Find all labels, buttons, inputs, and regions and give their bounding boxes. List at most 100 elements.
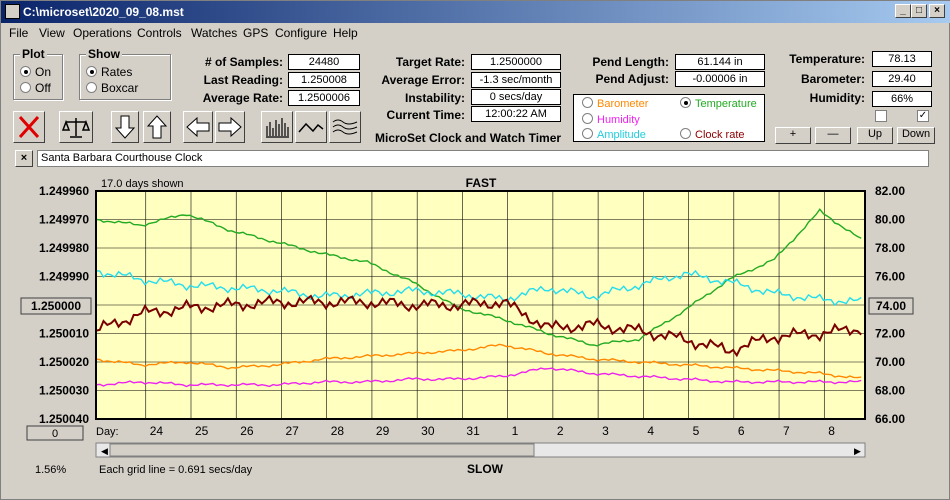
show-boxcar-radio[interactable]: Boxcar [86,81,138,95]
left-tick-label: 1.250020 [39,355,89,369]
radio-dot-icon [582,97,593,108]
plot-group-title: Plot [20,47,47,61]
left-tick-label: 1.249990 [39,270,89,284]
checkbox-right[interactable]: ✓ [917,110,929,122]
minimize-button[interactable]: _ [895,4,911,18]
slow-label: SLOW [467,462,504,476]
series-barometer-line [95,343,862,379]
target-rate-value: 1.2500000 [471,54,561,70]
show-rates-radio[interactable]: Rates [86,65,132,79]
red-x-icon [18,115,40,139]
last-reading-value: 1.250008 [288,72,360,88]
radio-dot-icon [86,66,97,77]
x-tick-label: 29 [376,424,390,438]
sensor-amplitude-radio[interactable]: Amplitude [582,128,646,141]
right-center-label: 74.00 [876,299,906,313]
line-plot-button[interactable] [295,111,327,143]
radio-dot-icon [680,97,691,108]
left-arrow-button[interactable] [183,111,213,143]
barometer-label: Barometer: [800,72,865,86]
right-tick-label: 72.00 [875,327,905,341]
grid-note: Each grid line = 0.691 secs/day [99,464,253,476]
horizontal-scrollbar[interactable]: ◀ ▶ [95,442,866,458]
arrow-down-icon [114,115,136,139]
histogram-button[interactable] [261,111,293,143]
arrow-left-icon [186,116,210,138]
zero-label: 0 [52,428,58,440]
menu-gps[interactable]: GPS [243,26,269,40]
scale-down-button[interactable]: Down [897,127,935,144]
x-tick-label: 31 [466,424,480,438]
menu-watches[interactable]: Watches [191,26,238,40]
menu-file[interactable]: File [9,26,29,40]
menu-controls[interactable]: Controls [137,26,182,40]
right-tick-label: 80.00 [875,213,905,227]
left-center-button[interactable]: 1.250000 [20,297,92,315]
menu-configure[interactable]: Configure [275,26,328,40]
title-bar: C:\microset\2020_09_08.mst _ □ × [1,1,950,23]
plot-on-radio[interactable]: On [20,65,51,79]
left-tick-label: 1.250040 [39,412,89,426]
average-error-value: -1.3 sec/month [471,72,561,88]
arrow-up-icon [146,115,168,139]
temperature-label: Temperature: [789,52,865,66]
right-tick-label: 68.00 [875,384,905,398]
radio-dot-icon [86,82,97,93]
up-arrow-button[interactable] [143,111,171,143]
maximize-button[interactable]: □ [911,4,927,18]
scale-plus-button[interactable]: + [775,127,811,144]
scroll-left-icon[interactable]: ◀ [101,447,108,457]
right-arrow-button[interactable] [215,111,245,143]
x-tick-label: 1 [512,424,519,438]
x-tick-label: 5 [693,424,700,438]
right-tick-label: 76.00 [875,270,905,284]
scroll-right-icon[interactable]: ▶ [854,447,861,457]
app-caption: MicroSet Clock and Watch Timer [375,131,562,145]
pend-length-value: 61.144 in [675,54,765,70]
radio-dot-icon [20,82,31,93]
x-tick-label: 26 [240,424,254,438]
sensor-clock-rate-radio[interactable]: Clock rate [680,128,745,141]
menu-operations[interactable]: Operations [73,26,132,40]
percent-readout: 1.56% [35,464,66,476]
multi-line-button[interactable] [329,111,361,143]
x-tick-label: 24 [150,424,164,438]
sensor-barometer-radio[interactable]: Barometer [582,97,648,110]
sensor-humidity-radio[interactable]: Humidity [582,113,640,126]
fast-label: FAST [466,176,497,190]
plot-off-radio[interactable]: Off [20,81,51,95]
samples-value: 24480 [288,54,360,70]
clock-name-input[interactable]: Santa Barbara Courthouse Clock [37,150,929,167]
scale-up-button[interactable]: Up [857,127,893,144]
left-tick-label: 1.249980 [39,241,89,255]
sensor-amplitude-label: Amplitude [597,129,646,141]
x-tick-label: 6 [738,424,745,438]
show-group: Show Rates Boxcar [79,47,171,100]
zero-button[interactable]: 0 [26,425,84,441]
close-window-button[interactable]: × [929,4,945,18]
sensor-humidity-label: Humidity [597,114,640,126]
checkbox-left[interactable] [875,110,887,122]
radio-dot-icon [680,128,691,139]
clear-name-button[interactable]: × [15,150,33,167]
samples-label: # of Samples: [204,55,283,69]
menu-help[interactable]: Help [333,26,358,40]
menu-view[interactable]: View [39,26,65,40]
days-shown-label: 17.0 days shown [101,178,184,190]
right-tick-label: 78.00 [875,241,905,255]
app-icon [5,4,20,19]
clear-button[interactable] [13,111,45,143]
scrollbar-thumb[interactable] [109,443,535,457]
radio-dot-icon [582,128,593,139]
right-center-button[interactable]: 74.00 [868,297,914,315]
sensor-temperature-label: Temperature [695,98,757,110]
right-axis-ticks: 82.00 80.00 78.00 76.00 72.00 70.00 68.00 66.00 [875,184,905,426]
scale-minus-button[interactable]: — [815,127,851,144]
sensor-clock-rate-label: Clock rate [695,129,745,141]
sensor-temperature-radio[interactable]: Temperature [680,97,757,110]
down-arrow-button[interactable] [111,111,139,143]
balance-button[interactable] [59,111,93,143]
pend-adjust-value: -0.00006 in [675,71,765,87]
left-center-label: 1.250000 [31,299,81,313]
